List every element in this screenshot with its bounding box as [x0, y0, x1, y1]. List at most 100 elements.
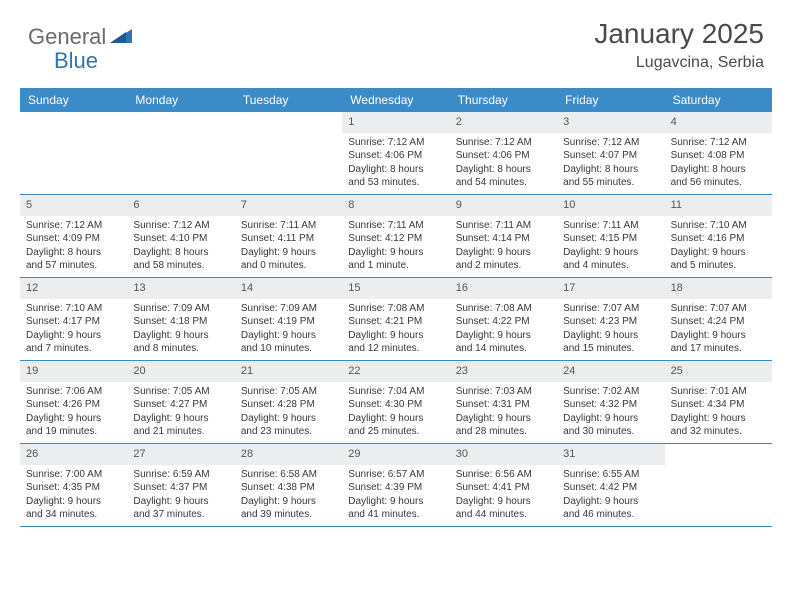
day-number: 11 — [665, 195, 772, 216]
weekday-header: Tuesday — [235, 88, 342, 112]
daylight2-line: and 21 minutes. — [133, 425, 228, 439]
daylight2-line: and 41 minutes. — [348, 508, 443, 522]
day-body: Sunrise: 7:12 AMSunset: 4:06 PMDaylight:… — [342, 133, 449, 194]
week-row: 19Sunrise: 7:06 AMSunset: 4:26 PMDayligh… — [20, 361, 772, 444]
day-body: Sunrise: 7:00 AMSunset: 4:35 PMDaylight:… — [20, 465, 127, 526]
day-body: Sunrise: 7:04 AMSunset: 4:30 PMDaylight:… — [342, 382, 449, 443]
sunrise-line: Sunrise: 6:57 AM — [348, 468, 443, 482]
daylight1-line: Daylight: 9 hours — [456, 495, 551, 509]
day-number: 30 — [450, 444, 557, 465]
daylight1-line: Daylight: 9 hours — [563, 246, 658, 260]
day-number: 13 — [127, 278, 234, 299]
day-cell: 10Sunrise: 7:11 AMSunset: 4:15 PMDayligh… — [557, 195, 664, 277]
day-number: 29 — [342, 444, 449, 465]
day-body: Sunrise: 7:06 AMSunset: 4:26 PMDaylight:… — [20, 382, 127, 443]
sunrise-line: Sunrise: 7:06 AM — [26, 385, 121, 399]
sunrise-line: Sunrise: 7:11 AM — [348, 219, 443, 233]
day-cell: 30Sunrise: 6:56 AMSunset: 4:41 PMDayligh… — [450, 444, 557, 526]
day-body: Sunrise: 7:03 AMSunset: 4:31 PMDaylight:… — [450, 382, 557, 443]
sunrise-line: Sunrise: 7:00 AM — [26, 468, 121, 482]
daylight2-line: and 32 minutes. — [671, 425, 766, 439]
daylight1-line: Daylight: 9 hours — [241, 329, 336, 343]
day-cell: 21Sunrise: 7:05 AMSunset: 4:28 PMDayligh… — [235, 361, 342, 443]
daylight1-line: Daylight: 9 hours — [563, 495, 658, 509]
daylight2-line: and 4 minutes. — [563, 259, 658, 273]
daylight1-line: Daylight: 9 hours — [563, 412, 658, 426]
day-cell: 23Sunrise: 7:03 AMSunset: 4:31 PMDayligh… — [450, 361, 557, 443]
daylight2-line: and 5 minutes. — [671, 259, 766, 273]
sunset-line: Sunset: 4:18 PM — [133, 315, 228, 329]
week-row: 26Sunrise: 7:00 AMSunset: 4:35 PMDayligh… — [20, 444, 772, 527]
day-body: Sunrise: 6:58 AMSunset: 4:38 PMDaylight:… — [235, 465, 342, 526]
day-cell — [235, 112, 342, 194]
sunrise-line: Sunrise: 7:11 AM — [456, 219, 551, 233]
day-body — [20, 133, 127, 140]
brand-triangle-icon — [110, 27, 134, 48]
day-body: Sunrise: 6:57 AMSunset: 4:39 PMDaylight:… — [342, 465, 449, 526]
sunrise-line: Sunrise: 7:12 AM — [456, 136, 551, 150]
day-body: Sunrise: 7:07 AMSunset: 4:23 PMDaylight:… — [557, 299, 664, 360]
weekday-header-row: Sunday Monday Tuesday Wednesday Thursday… — [20, 88, 772, 112]
day-body: Sunrise: 7:10 AMSunset: 4:17 PMDaylight:… — [20, 299, 127, 360]
day-number: 24 — [557, 361, 664, 382]
day-number: 26 — [20, 444, 127, 465]
day-cell: 29Sunrise: 6:57 AMSunset: 4:39 PMDayligh… — [342, 444, 449, 526]
sunset-line: Sunset: 4:37 PM — [133, 481, 228, 495]
day-number — [235, 112, 342, 133]
day-body: Sunrise: 7:12 AMSunset: 4:08 PMDaylight:… — [665, 133, 772, 194]
sunrise-line: Sunrise: 7:12 AM — [563, 136, 658, 150]
day-number — [20, 112, 127, 133]
daylight2-line: and 23 minutes. — [241, 425, 336, 439]
sunrise-line: Sunrise: 7:09 AM — [133, 302, 228, 316]
week-row: 5 Sunrise: 7:12 AMSunset: 4:09 PM Daylight… — [20, 195, 772, 278]
sunrise-line: Sunrise: 6:55 AM — [563, 468, 658, 482]
daylight2-line: and 0 minutes. — [241, 259, 336, 273]
daylight1-line: Daylight: 9 hours — [241, 495, 336, 509]
day-body: Sunrise: 7:02 AMSunset: 4:32 PMDaylight:… — [557, 382, 664, 443]
sunrise-line: Sunrise: 7:12 AM — [26, 219, 121, 233]
daylight2-line: and 14 minutes. — [456, 342, 551, 356]
day-cell — [665, 444, 772, 526]
sunset-line: Sunset: 4:07 PM — [563, 149, 658, 163]
daylight1-line: Daylight: 9 hours — [348, 329, 443, 343]
sunrise-line: Sunrise: 7:12 AM — [671, 136, 766, 150]
day-number: 5 — [20, 195, 127, 216]
day-body: Sunrise: 7:11 AMSunset: 4:11 PMDaylight:… — [235, 216, 342, 277]
day-cell: 8Sunrise: 7:11 AMSunset: 4:12 PMDaylight… — [342, 195, 449, 277]
sunset-line: Sunset: 4:14 PM — [456, 232, 551, 246]
daylight1-line: Daylight: 9 hours — [241, 246, 336, 260]
day-number: 14 — [235, 278, 342, 299]
location-label: Lugavcina, Serbia — [594, 54, 764, 72]
day-cell: 6Sunrise: 7:12 AMSunset: 4:10 PMDaylight… — [127, 195, 234, 277]
day-body: Sunrise: 7:12 AMSunset: 4:07 PMDaylight:… — [557, 133, 664, 194]
daylight2-line: and 58 minutes. — [133, 259, 228, 273]
day-body — [127, 133, 234, 140]
sunset-line: Sunset: 4:32 PM — [563, 398, 658, 412]
daylight2-line: and 55 minutes. — [563, 176, 658, 190]
brand-logo: General — [28, 18, 136, 50]
daylight1-line: Daylight: 9 hours — [348, 495, 443, 509]
day-cell: 12Sunrise: 7:10 AMSunset: 4:17 PMDayligh… — [20, 278, 127, 360]
sunset-line: Sunset: 4:23 PM — [563, 315, 658, 329]
day-number — [127, 112, 234, 133]
day-number: 17 — [557, 278, 664, 299]
sunset-line: Sunset: 4:24 PM — [671, 315, 766, 329]
day-body: Sunrise: 7:11 AMSunset: 4:15 PMDaylight:… — [557, 216, 664, 277]
day-body: Sunrise: 7:09 AMSunset: 4:19 PMDaylight:… — [235, 299, 342, 360]
sunset-line: Sunset: 4:42 PM — [563, 481, 658, 495]
daylight1-line: Daylight: 9 hours — [671, 329, 766, 343]
sunrise-line: Sunrise: 7:11 AM — [563, 219, 658, 233]
day-cell: 22Sunrise: 7:04 AMSunset: 4:30 PMDayligh… — [342, 361, 449, 443]
sunset-line: Sunset: 4:06 PM — [456, 149, 551, 163]
daylight1-line: Daylight: 9 hours — [348, 412, 443, 426]
day-number: 3 — [557, 112, 664, 133]
day-number: 18 — [665, 278, 772, 299]
sunset-line: Sunset: 4:19 PM — [241, 315, 336, 329]
day-number: 6 — [127, 195, 234, 216]
day-number: 2 — [450, 112, 557, 133]
day-number: 8 — [342, 195, 449, 216]
daylight1-line: Daylight: 9 hours — [671, 246, 766, 260]
sunset-line: Sunset: 4:09 PM — [26, 232, 121, 246]
day-body: Sunrise: 7:08 AMSunset: 4:22 PMDaylight:… — [450, 299, 557, 360]
day-cell: 20Sunrise: 7:05 AMSunset: 4:27 PMDayligh… — [127, 361, 234, 443]
